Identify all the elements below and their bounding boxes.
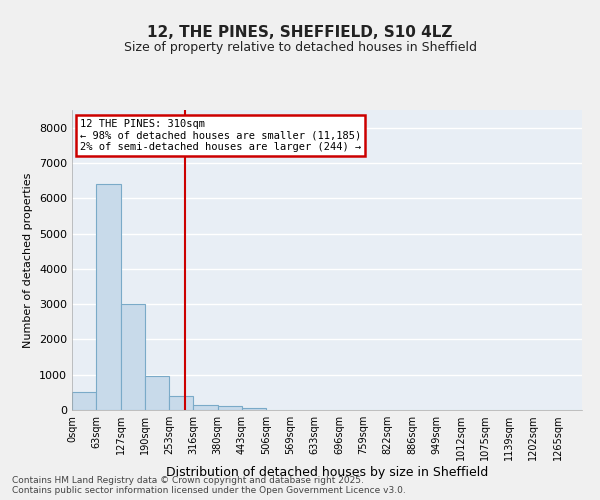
- Bar: [193, 404, 218, 410]
- Bar: [145, 376, 169, 410]
- Text: 12 THE PINES: 310sqm
← 98% of detached houses are smaller (11,185)
2% of semi-de: 12 THE PINES: 310sqm ← 98% of detached h…: [80, 119, 361, 152]
- Bar: [72, 392, 96, 410]
- Bar: [242, 408, 266, 410]
- Bar: [96, 184, 121, 410]
- Text: 12, THE PINES, SHEFFIELD, S10 4LZ: 12, THE PINES, SHEFFIELD, S10 4LZ: [148, 25, 452, 40]
- Bar: [121, 304, 145, 410]
- Text: Contains HM Land Registry data © Crown copyright and database right 2025.
Contai: Contains HM Land Registry data © Crown c…: [12, 476, 406, 495]
- Bar: [218, 406, 242, 410]
- X-axis label: Distribution of detached houses by size in Sheffield: Distribution of detached houses by size …: [166, 466, 488, 479]
- Y-axis label: Number of detached properties: Number of detached properties: [23, 172, 34, 348]
- Text: Size of property relative to detached houses in Sheffield: Size of property relative to detached ho…: [124, 41, 476, 54]
- Bar: [169, 396, 193, 410]
